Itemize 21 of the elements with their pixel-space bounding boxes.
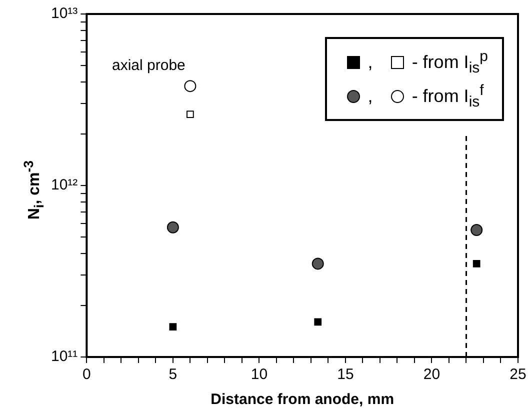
- legend-label: ,: [368, 52, 373, 72]
- x-tick-label: 5: [168, 366, 178, 384]
- point: [312, 258, 324, 270]
- x-tick-label: 15: [337, 366, 354, 384]
- legend-label: ,: [368, 86, 373, 106]
- point: [166, 221, 179, 234]
- x-tick-label: 0: [82, 366, 91, 384]
- point: [472, 260, 480, 268]
- point: [186, 110, 194, 118]
- point: [169, 323, 177, 330]
- point: [184, 80, 196, 92]
- annotation: axial probe: [112, 57, 186, 74]
- point: [314, 318, 322, 326]
- y-tick-label: 10¹²: [50, 176, 78, 194]
- x-tick-label: 25: [510, 366, 526, 384]
- x-tick-label: 20: [423, 366, 440, 384]
- y-tick-label: 10¹¹: [50, 348, 78, 366]
- x-axis-title: Distance from anode, mm: [210, 391, 394, 408]
- point: [470, 224, 483, 236]
- x-tick-label: 10: [250, 366, 268, 384]
- y-tick-label: 10¹³: [50, 5, 78, 22]
